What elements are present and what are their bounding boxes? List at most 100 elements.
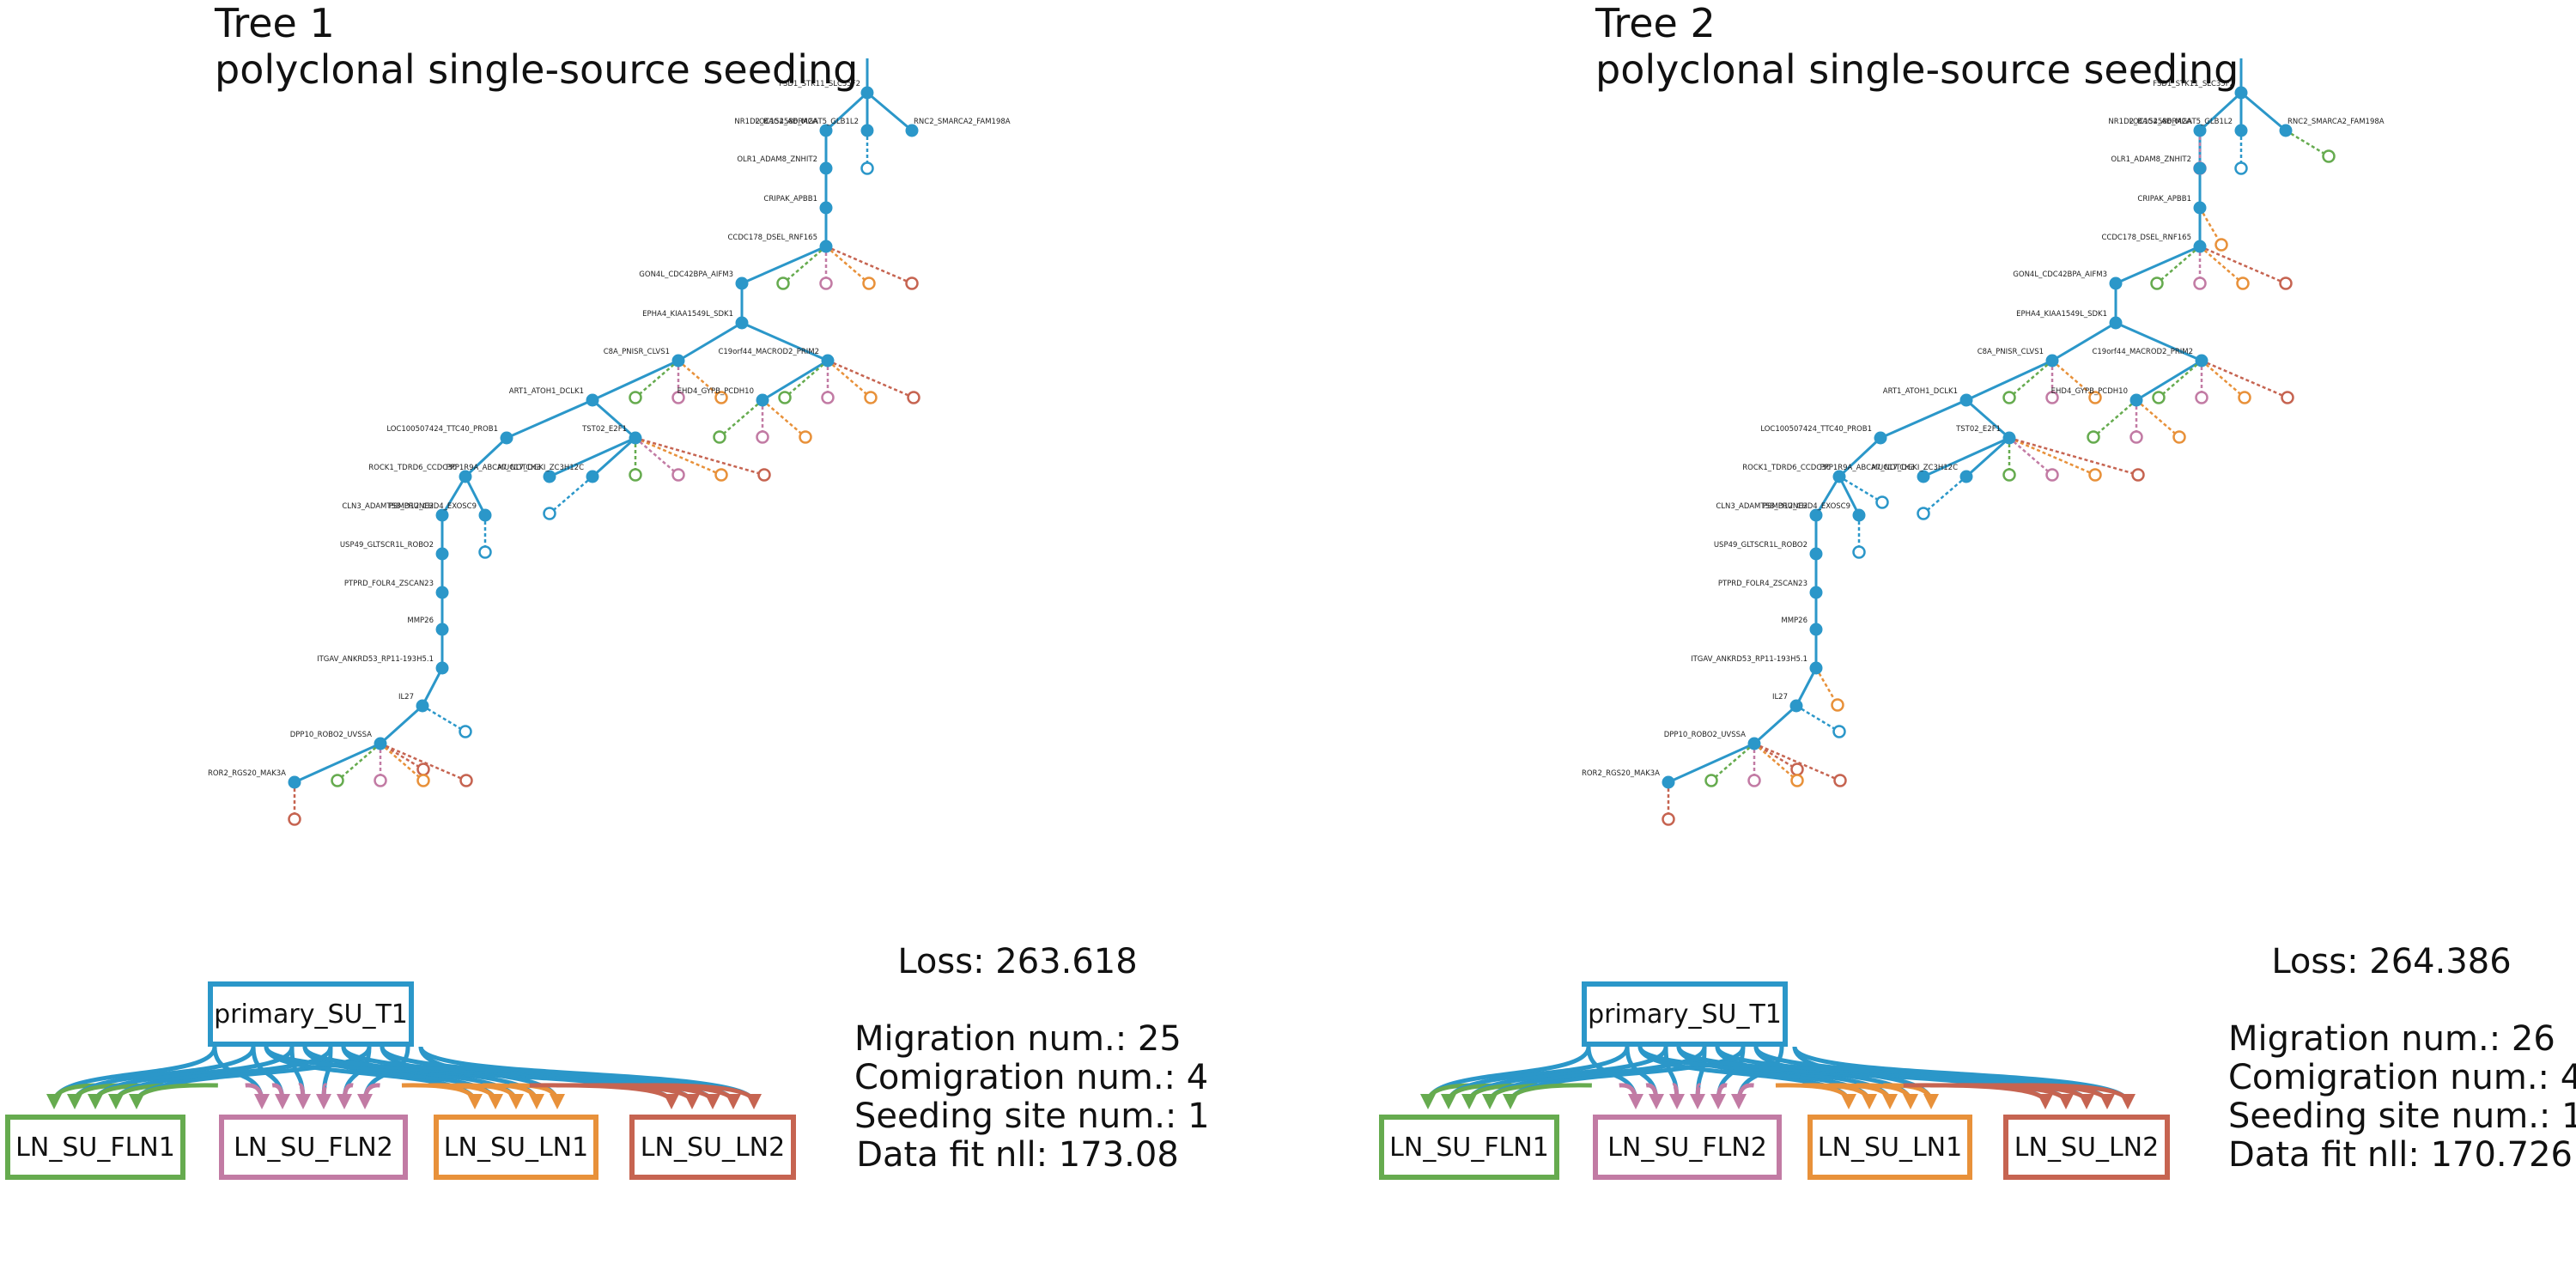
primary-site-box: primary_SU_T1 (208, 981, 414, 1047)
tree-edge (866, 91, 913, 132)
migration-edge (1795, 704, 1840, 733)
arrow-head (337, 1094, 352, 1109)
leaf-node (2002, 391, 2016, 404)
arrow-head (1841, 1094, 1856, 1109)
primary-site-box: primary_SU_T1 (1582, 981, 1788, 1047)
leaf-node (756, 430, 769, 444)
arrow-head (1420, 1094, 1436, 1109)
tree-edge (1880, 398, 1967, 440)
leaf-node (1704, 774, 1718, 787)
leaf-node (2193, 276, 2207, 290)
node-label: C8A_PNISR_CLVS1 (1978, 348, 2044, 356)
tree-edge (1965, 436, 2011, 478)
leaf-node (776, 276, 790, 290)
leaf-node (2279, 276, 2293, 290)
clone-node (1959, 470, 1973, 483)
clone-node (1832, 470, 1846, 483)
migration-edge (422, 704, 466, 733)
arrow-head (488, 1094, 503, 1109)
site-box-ln-su-ln2: LN_SU_LN2 (2003, 1115, 2170, 1180)
arrow-head (316, 1094, 331, 1109)
clone-node (2129, 393, 2143, 407)
leaf-node (1833, 774, 1847, 787)
tree-edge (2240, 91, 2287, 132)
migration-edge (2136, 399, 2180, 438)
leaf-node (459, 725, 472, 738)
migration-edge (1753, 742, 1798, 771)
tree-edge (1753, 704, 1798, 745)
tree-edge (762, 359, 829, 402)
arrow-head (357, 1094, 373, 1109)
tree-edge (741, 321, 829, 362)
migration-edge (1923, 476, 1967, 514)
arrow-head (550, 1094, 565, 1109)
clone-node (435, 508, 449, 522)
leaf-node (459, 774, 473, 787)
site-box-ln-su-ln1: LN_SU_LN1 (1807, 1115, 1972, 1180)
clone-node (2279, 124, 2293, 137)
arrow-head (275, 1094, 290, 1109)
arrow-head (1482, 1094, 1498, 1109)
tree-edge (1838, 476, 1861, 516)
migration-edge (2198, 207, 2223, 246)
node-label: LOC152586_MGAT5_GLB1L2 (756, 118, 859, 126)
arrow-head (726, 1094, 741, 1109)
stats-block: Loss: 264.386 Migration num.: 26 Comigra… (2228, 943, 2576, 1175)
clone-node (2193, 161, 2207, 175)
data-fit-nll: Data fit nll: 170.726 (2228, 1135, 2573, 1175)
leaf-node (713, 430, 726, 444)
leaf-node (819, 276, 833, 290)
migration-edge (1710, 743, 1755, 781)
arrow-head (46, 1094, 62, 1109)
node-label: USP49_GLTSCR1L_ROBO2 (340, 541, 434, 550)
leaf-node (1790, 762, 1804, 776)
arrow-head (1628, 1094, 1643, 1109)
leaf-node (1832, 725, 1846, 738)
node-label: OLR1_ADAM8_ZNHIT2 (737, 155, 817, 164)
migration-edge (380, 743, 424, 781)
node-label: PPP1R9A_ABCA7_NOTCH3 (446, 464, 541, 472)
node-label: OLR1_ADAM8_ZNHIT2 (2111, 155, 2191, 164)
arrow-head (2038, 1094, 2053, 1109)
tree-edge (741, 245, 827, 285)
tree-edge (2198, 91, 2243, 132)
migration-edge (719, 399, 763, 438)
seeding-site-num: Seeding site num.: 1 (2228, 1097, 2576, 1136)
migration-edge (635, 360, 679, 398)
arrow-head (1731, 1094, 1747, 1109)
migration-edge (380, 742, 424, 771)
comigration-num: Comigration num.: 4 (2228, 1058, 2576, 1097)
migration-edge (2158, 360, 2202, 398)
clone-node (819, 201, 833, 215)
clone-node (586, 393, 599, 407)
clone-node (756, 393, 769, 407)
tree-edge (464, 436, 508, 478)
leaf-node (416, 774, 430, 787)
leaf-node (2322, 149, 2336, 163)
clone-node (819, 240, 833, 253)
arrow-head (1862, 1094, 1877, 1109)
tree-edge (464, 476, 487, 516)
clone-node (288, 775, 301, 789)
arrow-head (108, 1094, 124, 1109)
clone-node (1852, 508, 1866, 522)
tree-edge (2051, 321, 2117, 362)
node-label: FSD1_STK11_SLC35F2 (2153, 80, 2234, 88)
clone-node (1809, 586, 1823, 599)
clone-node (435, 661, 449, 675)
node-label: IL27 (1772, 693, 1788, 702)
tree-edge (2115, 321, 2202, 362)
arrow-head (88, 1094, 103, 1109)
clone-node (2234, 124, 2248, 137)
node-label: C19orf44_MACROD2_PRIM2 (718, 348, 819, 356)
node-label: PTPRD_FOLR4_ZSCAN23 (344, 580, 434, 588)
comigration-num: Comigration num.: 4 (854, 1058, 1209, 1097)
clone-node (435, 547, 449, 561)
migration-edge (1753, 743, 1798, 781)
leaf-node (2131, 468, 2145, 482)
clone-node (478, 508, 492, 522)
arrow-head (508, 1094, 524, 1109)
clone-node (2234, 86, 2248, 100)
clone-node (435, 623, 449, 636)
